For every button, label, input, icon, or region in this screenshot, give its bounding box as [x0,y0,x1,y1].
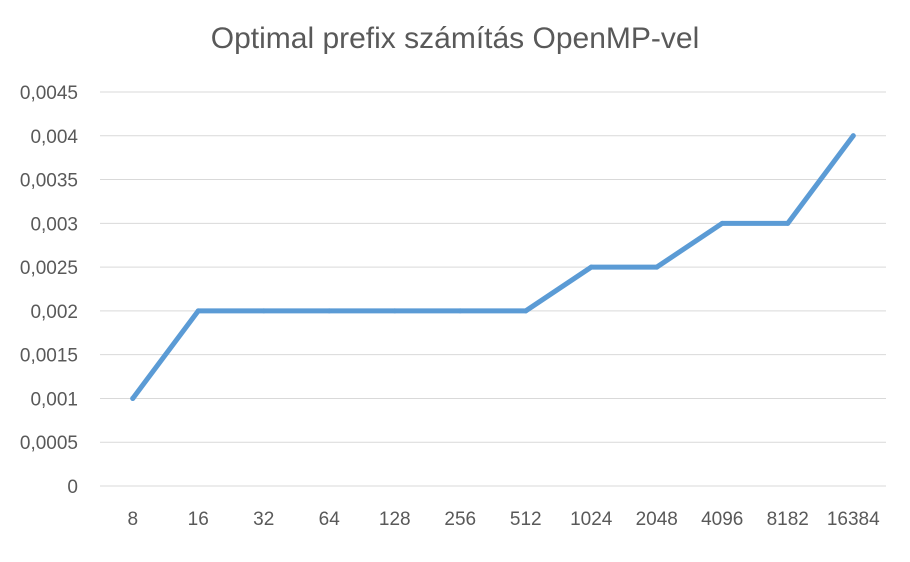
x-tick-label: 256 [444,509,476,530]
data-point [195,308,201,314]
y-tick-label: 0,004 [30,127,78,148]
x-tick-label: 64 [319,509,341,530]
y-tick-label: 0,0045 [20,83,78,104]
data-point [719,220,725,226]
y-tick-label: 0,0035 [20,171,78,192]
data-point [457,308,463,314]
data-point [261,308,267,314]
grid-lines [100,91,886,487]
series-layer [130,133,856,401]
x-tick-label: 2048 [636,509,678,530]
data-point [654,264,660,270]
data-point [326,308,332,314]
y-tick-label: 0,0005 [20,433,78,454]
x-tick-label: 8182 [767,509,809,530]
data-point [523,308,529,314]
y-tick-label: 0,003 [30,214,78,235]
data-point [850,133,856,139]
x-tick-label: 8 [127,509,138,530]
y-tick-label: 0,0015 [20,346,78,367]
chart-title: Optimal prefix számítás OpenMP-vel [210,22,700,55]
x-tick-label: 1024 [570,509,613,530]
data-point [588,264,594,270]
x-tick-label: 16 [188,509,209,530]
y-axis-tick-labels: 0 0,0005 0,001 0,0015 0,002 0,0025 0,003 0,0035… [20,83,79,498]
y-tick-label: 0,0025 [20,258,78,279]
y-tick-label: 0,002 [30,302,78,323]
data-point [130,395,136,401]
x-tick-label: 16384 [827,509,880,530]
x-axis-tick-labels: 8 16 32 64 128 256 512 1024 2048 4096 8182 16384 [127,509,880,530]
y-tick-label: 0,001 [30,389,78,410]
x-tick-label: 32 [253,509,274,530]
data-point [392,308,398,314]
y-tick-label: 0 [67,477,78,498]
series-line [130,133,856,401]
x-tick-label: 512 [510,509,542,530]
x-tick-label: 128 [379,509,411,530]
data-point [785,220,791,226]
x-tick-label: 4096 [701,509,743,530]
